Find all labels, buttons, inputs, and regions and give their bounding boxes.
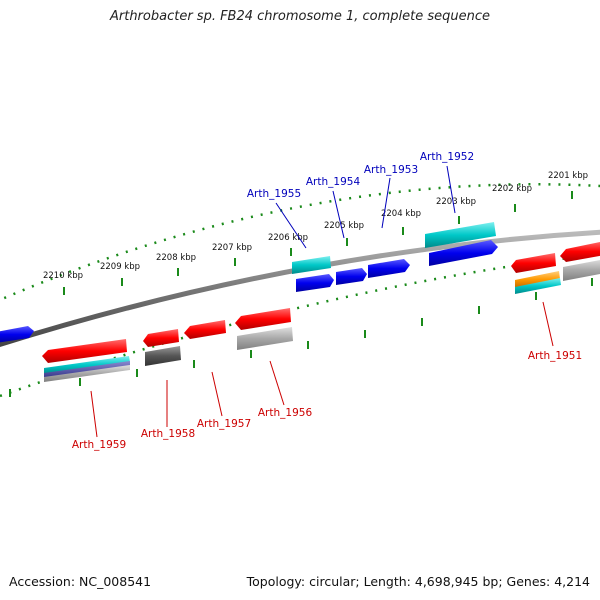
accession-label: Accession: NC_008541	[9, 574, 152, 589]
gene-feature[interactable]	[143, 329, 179, 347]
leader-line	[211, 371, 223, 417]
forward-strand-features	[0, 222, 600, 343]
map-title: Arthrobacter sp. FB24 chromosome 1, comp…	[109, 9, 491, 24]
gene-feature[interactable]	[292, 256, 331, 274]
gene-feature[interactable]	[235, 308, 291, 330]
gene-feature[interactable]	[515, 278, 561, 294]
reverse-strand-features	[42, 259, 600, 382]
ruler-kbp-label: 2207 kbp	[212, 243, 252, 253]
gene-feature[interactable]	[0, 326, 34, 343]
gene-label-above[interactable]: Arth_1953	[364, 164, 418, 176]
gene-label-below[interactable]: Arth_1956	[258, 407, 313, 419]
gene-feature[interactable]	[336, 268, 367, 285]
gene-label-below[interactable]: Arth_1951	[528, 350, 582, 362]
ruler-kbp-label: 2203 kbp	[436, 197, 476, 207]
ruler-kbp-label: 2206 kbp	[268, 233, 308, 243]
gene-feature[interactable]	[184, 320, 226, 339]
ruler-kbp-label: 2202 kbp	[492, 184, 532, 194]
ruler-kbp-label: 2201 kbp	[548, 171, 588, 181]
gene-feature[interactable]	[563, 259, 600, 281]
gene-label-below[interactable]: Arth_1957	[197, 418, 251, 430]
ruler-kbp-label: 2209 kbp	[100, 262, 140, 272]
gene-feature[interactable]	[511, 253, 556, 273]
gene-feature[interactable]	[42, 339, 127, 363]
ruler-kbp-label: 2210 kbp	[43, 271, 83, 281]
gene-feature[interactable]	[368, 259, 410, 278]
gene-label-below[interactable]: Arth_1959	[72, 439, 126, 451]
gene-feature[interactable]	[429, 240, 498, 266]
leader-line	[275, 202, 307, 249]
leader-line	[381, 177, 391, 229]
gene-feature[interactable]	[515, 271, 560, 288]
gene-label-above[interactable]: Arth_1952	[420, 151, 474, 163]
gene-feature[interactable]	[237, 327, 293, 350]
gene-feature[interactable]	[44, 356, 130, 374]
gene-label-below[interactable]: Arth_1958	[141, 428, 195, 440]
sequence-summary: Topology: circular; Length: 4,698,945 bp…	[246, 574, 590, 589]
leader-line	[269, 360, 285, 406]
leader-line	[332, 190, 345, 239]
gene-label-above[interactable]: Arth_1954	[306, 176, 361, 188]
gene-feature[interactable]	[560, 241, 600, 262]
gene-feature[interactable]	[44, 361, 130, 378]
gene-feature[interactable]	[425, 222, 496, 248]
ruler-kbp-label: 2208 kbp	[156, 253, 196, 263]
gene-feature[interactable]	[44, 365, 130, 382]
leader-line	[542, 301, 554, 347]
gene-label-above[interactable]: Arth_1955	[247, 188, 301, 200]
gene-feature[interactable]	[145, 346, 181, 366]
leader-line	[90, 390, 98, 438]
ruler-kbp-label: 2204 kbp	[381, 209, 421, 219]
gene-feature[interactable]	[296, 274, 334, 292]
ruler-kbp-label: 2205 kbp	[324, 221, 364, 231]
leader-line	[446, 165, 456, 214]
